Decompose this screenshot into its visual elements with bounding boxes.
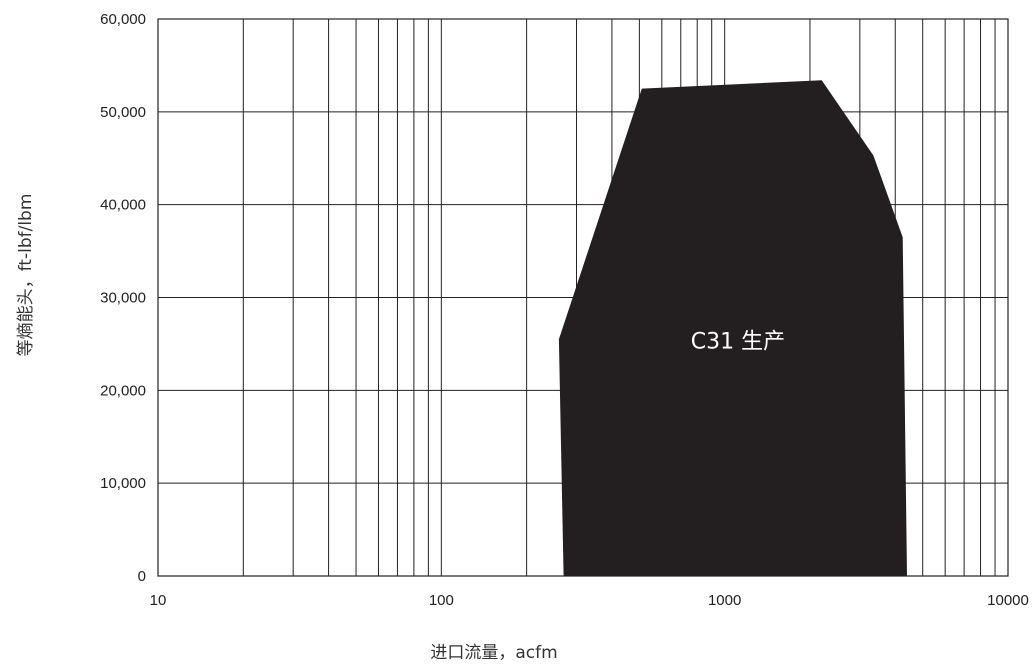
region-label: C31 生产 xyxy=(691,330,785,355)
x-tick-label: 100 xyxy=(429,592,454,609)
y-tick-label: 10,000 xyxy=(100,475,146,492)
y-tick-labels: 0 10,000 20,000 30,000 40,000 50,000 60,000 xyxy=(100,11,146,585)
x-tick-labels: 10 100 1000 10000 xyxy=(150,592,1029,609)
operating-region-area xyxy=(558,80,907,577)
x-tick-label: 10 xyxy=(150,592,167,609)
y-tick-label: 50,000 xyxy=(100,104,146,121)
y-axis-title: 等熵能头，ft-lbf/lbm xyxy=(16,194,36,357)
x-axis-title: 进口流量，acfm xyxy=(430,643,557,663)
plot-border xyxy=(157,18,1009,577)
y-tick-label: 20,000 xyxy=(100,382,146,399)
plot-frame xyxy=(157,18,1009,577)
x-tick-label: 10000 xyxy=(987,592,1029,609)
y-tick-label: 30,000 xyxy=(100,290,146,307)
y-tick-label: 60,000 xyxy=(100,11,146,28)
x-tick-label: 1000 xyxy=(708,592,741,609)
y-tick-label: 0 xyxy=(138,568,146,585)
operating-region xyxy=(558,80,907,577)
y-tick-label: 40,000 xyxy=(100,197,146,214)
